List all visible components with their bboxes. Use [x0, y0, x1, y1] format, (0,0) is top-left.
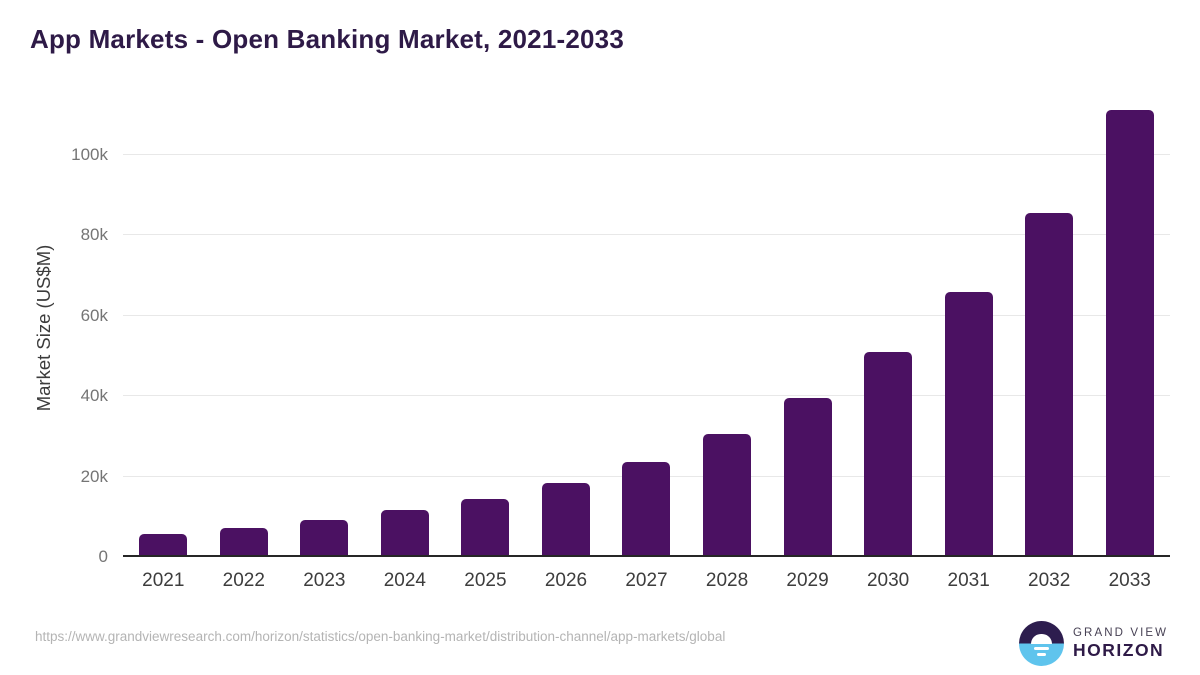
- bars-layer: [123, 100, 1170, 557]
- brand-name-horizon: HORIZON: [1073, 639, 1165, 660]
- x-tick-label: 2031: [947, 570, 990, 591]
- y-tick-label: 100k: [71, 144, 108, 164]
- x-tick-label: 2033: [1108, 570, 1151, 591]
- bar-column: [1089, 100, 1170, 557]
- chart-title: App Markets - Open Banking Market, 2021-…: [30, 24, 625, 54]
- x-axis-line: [123, 555, 1170, 557]
- bar-2026[interactable]: [541, 482, 590, 557]
- x-tick-label: 2028: [705, 570, 749, 591]
- bar-column: [284, 100, 365, 557]
- bar-2024[interactable]: [380, 509, 429, 557]
- horizon-sunrise-icon: [1019, 621, 1064, 666]
- bar-column: [1009, 100, 1090, 557]
- bar-2028[interactable]: [703, 434, 752, 557]
- brand-name-grand-view: GRAND VIEW: [1073, 626, 1169, 639]
- bar-2032[interactable]: [1025, 213, 1074, 557]
- y-tick-label: 20k: [80, 466, 108, 486]
- x-tick-label: 2026: [544, 570, 588, 591]
- gridline: [123, 234, 1170, 235]
- bar-column: [123, 100, 204, 557]
- bar-2025[interactable]: [461, 498, 510, 557]
- bar-2030[interactable]: [864, 352, 913, 557]
- bar-2027[interactable]: [622, 461, 671, 557]
- bar-column: [687, 100, 768, 557]
- bar-2031[interactable]: [944, 292, 993, 557]
- y-tick-label: 60k: [80, 305, 108, 325]
- gridline: [123, 395, 1170, 396]
- sun-dome-shape: [1031, 633, 1052, 644]
- bar-2029[interactable]: [783, 398, 832, 557]
- bar-column: [767, 100, 848, 557]
- brand-logo: GRAND VIEW HORIZON: [1019, 621, 1168, 666]
- y-tick-label: 40k: [80, 386, 108, 405]
- plot-area: [123, 100, 1170, 557]
- reflection-bar-2: [1037, 652, 1046, 656]
- gridline: [123, 153, 1170, 155]
- bar-2022[interactable]: [219, 528, 268, 557]
- bar-column: [606, 100, 687, 557]
- x-tick-label: 2027: [625, 570, 668, 591]
- bar-column: [928, 100, 1009, 557]
- x-tick-label: 2032: [1028, 570, 1071, 591]
- y-tick-label: 0: [98, 547, 108, 566]
- bar-column: [848, 100, 929, 557]
- x-tick-label: 2022: [222, 570, 265, 591]
- gridline: [123, 314, 1170, 316]
- bar-2021[interactable]: [139, 534, 188, 557]
- x-axis-tick-labels: 2021 2022 2023 2024 2025 2026 2027 2028 2029 2030…: [123, 570, 1170, 596]
- bar-column: [365, 100, 446, 557]
- x-tick-label: 2030: [866, 570, 910, 591]
- bar-column: [204, 100, 285, 557]
- bar-2033[interactable]: [1105, 109, 1154, 557]
- x-tick-label: 2021: [142, 570, 185, 591]
- y-tick-label: 80k: [80, 225, 108, 244]
- y-axis-tick-labels: 0 20k 40k 60k 80k 100k: [30, 100, 108, 567]
- x-tick-label: 2023: [303, 570, 346, 591]
- bar-2023[interactable]: [300, 519, 349, 557]
- reflection-bar-1: [1034, 646, 1049, 650]
- bar-column: [445, 100, 526, 557]
- bar-column: [526, 100, 607, 557]
- x-tick-label: 2025: [464, 570, 507, 591]
- source-url: https://www.grandviewresearch.com/horizo…: [35, 629, 726, 644]
- x-tick-label: 2024: [383, 570, 427, 591]
- brand-wordmark: GRAND VIEW HORIZON: [1073, 627, 1168, 661]
- x-tick-label: 2029: [786, 570, 829, 591]
